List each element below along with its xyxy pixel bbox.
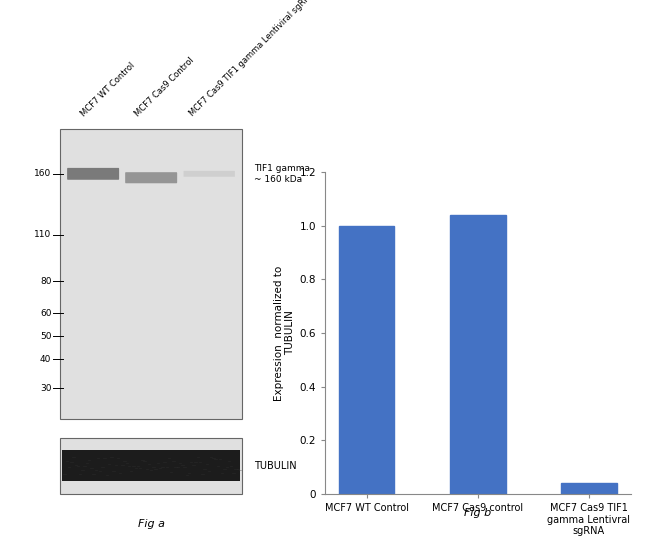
Bar xyxy=(339,226,395,494)
Text: Fig a: Fig a xyxy=(138,519,164,529)
Text: MCF7 Cas9 Control: MCF7 Cas9 Control xyxy=(133,55,196,118)
Text: MCF7 WT Control: MCF7 WT Control xyxy=(79,61,136,118)
Text: 60: 60 xyxy=(40,309,51,317)
Bar xyxy=(60,129,242,419)
Bar xyxy=(62,451,241,481)
Text: 110: 110 xyxy=(34,230,51,239)
Text: 160: 160 xyxy=(34,169,51,178)
Y-axis label: Expression  normalized to
TUBULIN: Expression normalized to TUBULIN xyxy=(274,265,295,401)
Bar xyxy=(561,483,617,494)
Text: TIF1 gamma
~ 160 kDa: TIF1 gamma ~ 160 kDa xyxy=(254,164,310,184)
Text: MCF7 Cas9 TIF1 gamma Lentiviral sgRNA: MCF7 Cas9 TIF1 gamma Lentiviral sgRNA xyxy=(187,0,317,118)
Text: 30: 30 xyxy=(40,384,51,393)
FancyBboxPatch shape xyxy=(125,172,177,183)
Bar xyxy=(60,438,242,494)
FancyBboxPatch shape xyxy=(183,171,235,177)
Text: Fig b: Fig b xyxy=(464,508,491,518)
Bar xyxy=(450,215,506,494)
Text: 80: 80 xyxy=(40,277,51,286)
Text: 50: 50 xyxy=(40,332,51,340)
Text: 40: 40 xyxy=(40,355,51,364)
Text: TUBULIN: TUBULIN xyxy=(254,461,296,471)
FancyBboxPatch shape xyxy=(67,168,119,180)
